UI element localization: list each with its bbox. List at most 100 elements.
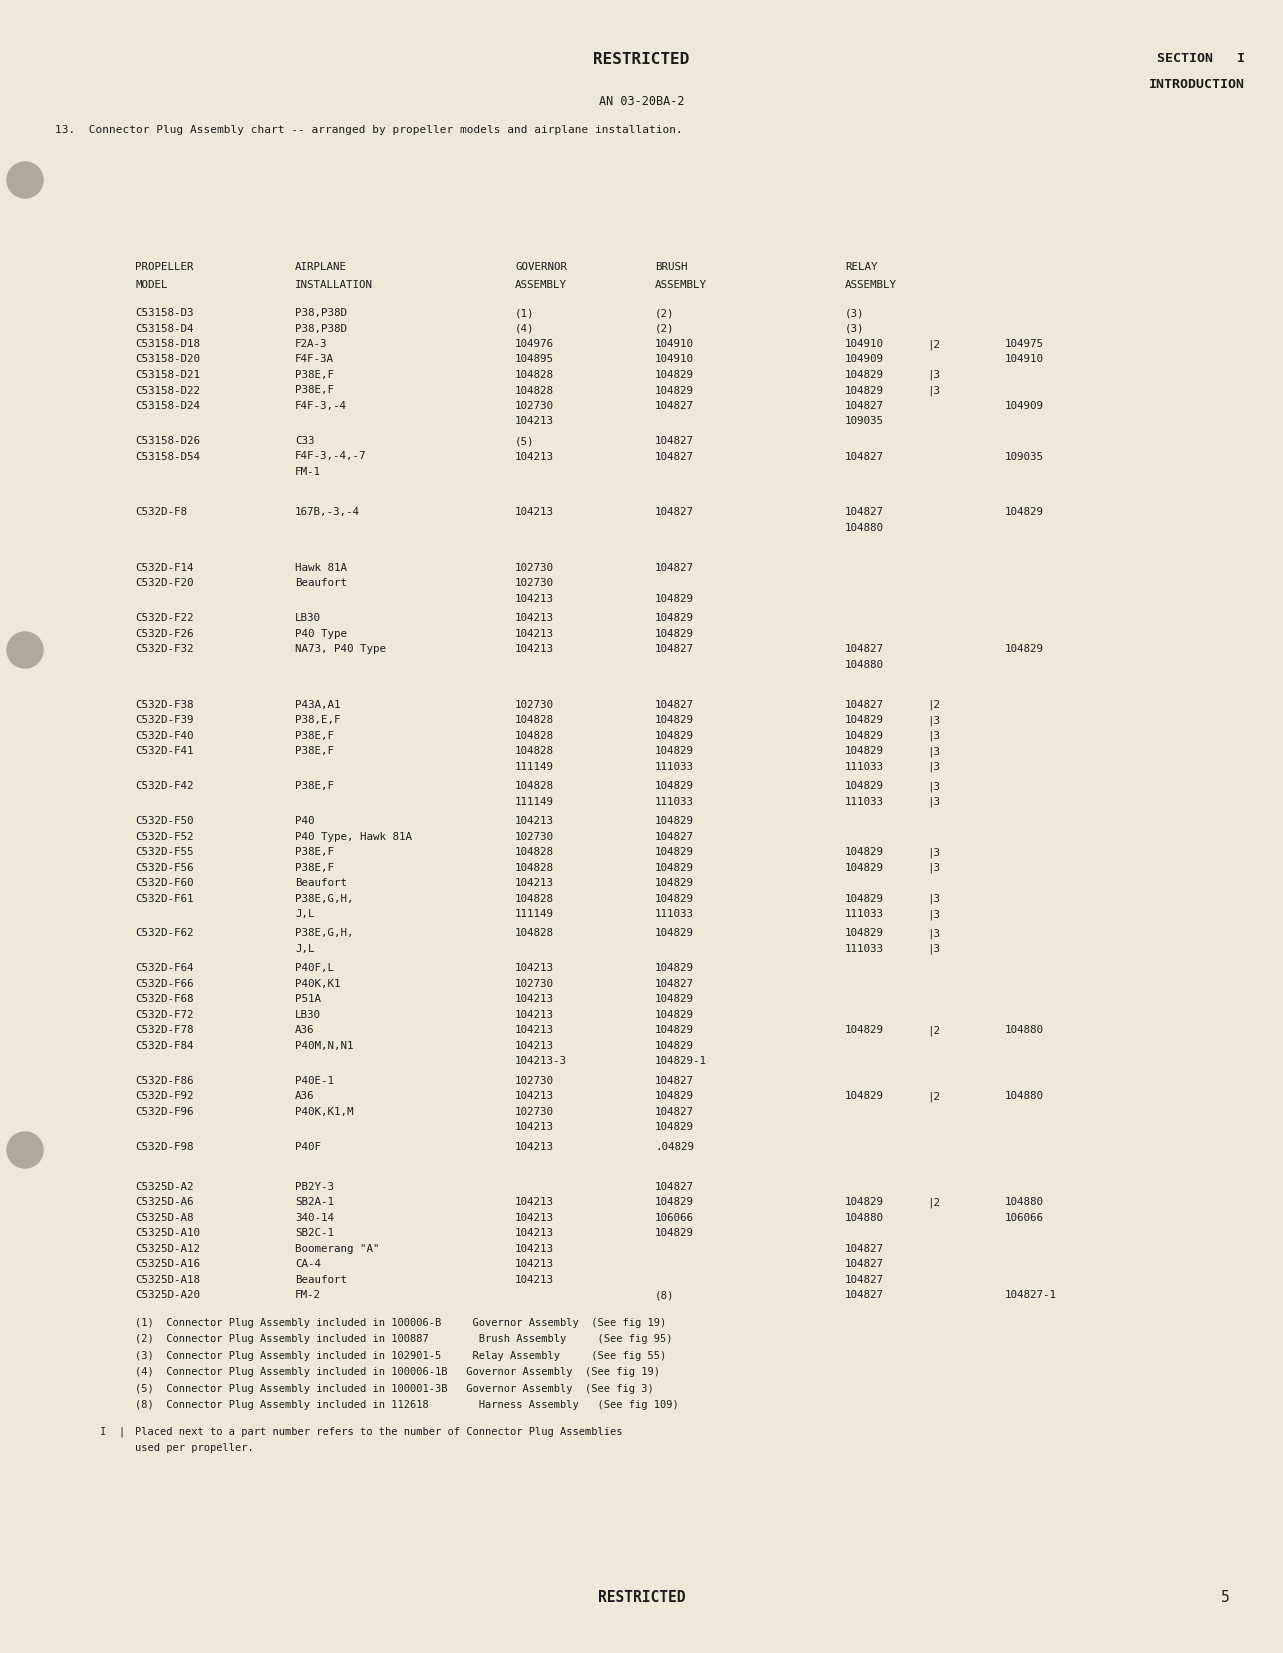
- Text: 111033: 111033: [845, 797, 884, 807]
- Text: 104213: 104213: [514, 1091, 554, 1101]
- Text: C53158-D20: C53158-D20: [135, 354, 200, 365]
- Text: 104829: 104829: [656, 746, 694, 755]
- Text: C532D-F56: C532D-F56: [135, 863, 194, 873]
- Text: 104827: 104827: [845, 1274, 884, 1284]
- Text: P40K,K1,M: P40K,K1,M: [295, 1108, 354, 1117]
- Text: P38,P38D: P38,P38D: [295, 307, 346, 317]
- Text: |3: |3: [928, 370, 940, 380]
- Text: 104829: 104829: [656, 593, 694, 603]
- Text: Beaufort: Beaufort: [295, 1274, 346, 1284]
- Text: SECTION   I: SECTION I: [1157, 51, 1245, 64]
- Text: 104829: 104829: [656, 385, 694, 395]
- Text: 104829: 104829: [656, 995, 694, 1005]
- Text: 104213: 104213: [514, 1213, 554, 1223]
- Text: C53158-D3: C53158-D3: [135, 307, 194, 317]
- Text: 104829: 104829: [845, 385, 884, 395]
- Text: 106066: 106066: [1005, 1213, 1044, 1223]
- Text: C5325D-A16: C5325D-A16: [135, 1260, 200, 1270]
- Text: 104829: 104829: [656, 1197, 694, 1207]
- Text: C532D-F84: C532D-F84: [135, 1041, 194, 1051]
- Text: 104213: 104213: [514, 417, 554, 426]
- Text: 104828: 104828: [514, 863, 554, 873]
- Text: |3: |3: [928, 762, 940, 772]
- Text: C532D-F52: C532D-F52: [135, 831, 194, 841]
- Text: 104827: 104827: [845, 1291, 884, 1301]
- Text: |2: |2: [928, 339, 940, 349]
- Text: 13.  Connector Plug Assembly chart -- arranged by propeller models and airplane : 13. Connector Plug Assembly chart -- arr…: [55, 126, 683, 136]
- Text: RESTRICTED: RESTRICTED: [593, 51, 690, 68]
- Text: 111149: 111149: [514, 909, 554, 919]
- Text: 104829: 104829: [845, 894, 884, 904]
- Text: 104910: 104910: [845, 339, 884, 349]
- Text: .04829: .04829: [656, 1142, 694, 1152]
- Text: P38E,F: P38E,F: [295, 846, 334, 856]
- Text: C532D-F78: C532D-F78: [135, 1025, 194, 1035]
- Text: (8): (8): [656, 1291, 675, 1301]
- Text: (4): (4): [514, 324, 535, 334]
- Text: C532D-F42: C532D-F42: [135, 780, 194, 792]
- Text: 340-14: 340-14: [295, 1213, 334, 1223]
- Text: 104827: 104827: [656, 831, 694, 841]
- Text: 104213: 104213: [514, 645, 554, 655]
- Text: 167B,-3,-4: 167B,-3,-4: [295, 507, 361, 517]
- Text: 106066: 106066: [656, 1213, 694, 1223]
- Text: 104827: 104827: [656, 645, 694, 655]
- Text: 111033: 111033: [845, 909, 884, 919]
- Text: 111033: 111033: [656, 762, 694, 772]
- Text: |3: |3: [928, 846, 940, 858]
- Text: C5325D-A18: C5325D-A18: [135, 1274, 200, 1284]
- Text: 104880: 104880: [845, 660, 884, 669]
- Text: 104213: 104213: [514, 1142, 554, 1152]
- Text: 104213: 104213: [514, 1041, 554, 1051]
- Text: 111149: 111149: [514, 762, 554, 772]
- Text: Hawk 81A: Hawk 81A: [295, 562, 346, 572]
- Text: C532D-F68: C532D-F68: [135, 995, 194, 1005]
- Text: 102730: 102730: [514, 979, 554, 988]
- Text: 104827: 104827: [656, 1108, 694, 1117]
- Text: AN 03-20BA-2: AN 03-20BA-2: [599, 94, 684, 107]
- Text: 104827: 104827: [656, 1076, 694, 1086]
- Text: 104909: 104909: [845, 354, 884, 365]
- Text: (1)  Connector Plug Assembly included in 100006-B     Governor Assembly  (See fi: (1) Connector Plug Assembly included in …: [135, 1317, 666, 1327]
- Text: P43A,A1: P43A,A1: [295, 699, 340, 709]
- Text: P40M,N,N1: P40M,N,N1: [295, 1041, 354, 1051]
- Text: |3: |3: [928, 944, 940, 954]
- Text: 104213: 104213: [514, 1274, 554, 1284]
- Text: 104829: 104829: [845, 716, 884, 726]
- Text: 109035: 109035: [845, 417, 884, 426]
- Text: P38E,F: P38E,F: [295, 863, 334, 873]
- Text: C53158-D4: C53158-D4: [135, 324, 194, 334]
- Text: 104829: 104829: [845, 1025, 884, 1035]
- Text: 104213: 104213: [514, 1228, 554, 1238]
- Text: 104213: 104213: [514, 1122, 554, 1132]
- Text: C53158-D21: C53158-D21: [135, 370, 200, 380]
- Text: 104827-1: 104827-1: [1005, 1291, 1057, 1301]
- Text: 111149: 111149: [514, 797, 554, 807]
- Text: 104213: 104213: [514, 593, 554, 603]
- Text: (3)  Connector Plug Assembly included in 102901-5     Relay Assembly     (See fi: (3) Connector Plug Assembly included in …: [135, 1351, 666, 1360]
- Text: 104829: 104829: [845, 1091, 884, 1101]
- Text: (8)  Connector Plug Assembly included in 112618        Harness Assembly   (See f: (8) Connector Plug Assembly included in …: [135, 1400, 679, 1410]
- Text: P40K,K1: P40K,K1: [295, 979, 340, 988]
- Text: 104829: 104829: [656, 1122, 694, 1132]
- Text: (3): (3): [845, 307, 865, 317]
- Text: 104828: 104828: [514, 894, 554, 904]
- Text: J,L: J,L: [295, 909, 314, 919]
- Text: C532D-F61: C532D-F61: [135, 894, 194, 904]
- Text: |3: |3: [928, 731, 940, 741]
- Text: 104827: 104827: [656, 1182, 694, 1192]
- Text: C532D-F14: C532D-F14: [135, 562, 194, 572]
- Text: 104827: 104827: [845, 402, 884, 412]
- Text: C532D-F72: C532D-F72: [135, 1010, 194, 1020]
- Text: 104213: 104213: [514, 1197, 554, 1207]
- Text: 104827: 104827: [656, 562, 694, 572]
- Text: AIRPLANE: AIRPLANE: [295, 261, 346, 273]
- Text: P40 Type: P40 Type: [295, 628, 346, 638]
- Text: 104829-1: 104829-1: [656, 1056, 707, 1066]
- Text: |3: |3: [928, 909, 940, 919]
- Text: (2)  Connector Plug Assembly included in 100887        Brush Assembly     (See f: (2) Connector Plug Assembly included in …: [135, 1334, 672, 1344]
- Text: LB30: LB30: [295, 613, 321, 623]
- Text: 104829: 104829: [845, 929, 884, 939]
- Text: 104829: 104829: [656, 878, 694, 888]
- Text: 104827: 104827: [845, 699, 884, 709]
